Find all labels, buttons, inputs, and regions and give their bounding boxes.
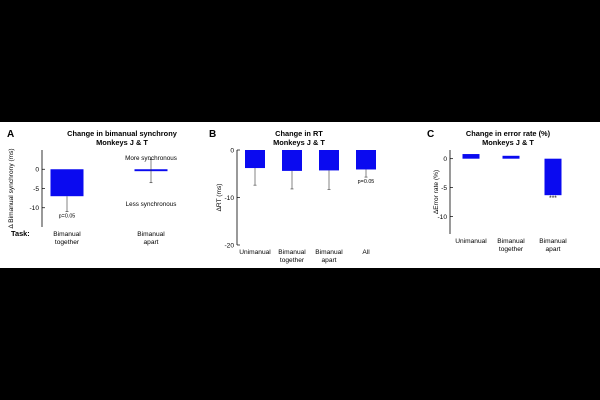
panel-a-category-label: apart [143, 239, 158, 246]
panel-b-title: Change in RT [275, 129, 323, 138]
panel-c-ytick-label: -10 [437, 214, 447, 221]
panel-a-title: Change in bimanual synchrony [67, 129, 178, 138]
panel-a-subtitle: Monkeys J & T [96, 138, 148, 147]
panel-a-bar-label: p=0.05 [59, 214, 76, 220]
panel-a-annotation: Less synchronous [126, 201, 177, 208]
panel-c-category-label: together [499, 246, 524, 253]
panel-a-bar [50, 169, 84, 197]
panel-b-letter: B [209, 129, 216, 140]
panel-b-category-label: Bimanual [315, 249, 343, 256]
panel-a-y-label: Δ Bimanual synchrony (ms) [8, 148, 15, 228]
panel-a-annotation: More synchronous [125, 155, 177, 162]
panel-b-ytick-label: -10 [224, 195, 234, 202]
panel-c-bar [502, 155, 520, 159]
panel-c-subtitle: Monkeys J & T [482, 138, 534, 147]
panel-b-y-label: ΔRT (ms) [216, 184, 223, 212]
panel-b-bar [319, 150, 339, 171]
panel-b-category-label: Bimanual [278, 249, 306, 256]
panel-b-bar-label: p=0.05 [358, 179, 375, 185]
task-label: Task: [11, 229, 30, 238]
panel-b-subtitle: Monkeys J & T [273, 138, 325, 147]
panel-c-category-label: Bimanual [497, 238, 525, 245]
panel-a-ytick-label: -10 [29, 205, 39, 212]
panel-c-bar-label: *** [549, 195, 557, 202]
panel-b-ytick-label: -20 [224, 242, 234, 249]
panel-a-category-label: Bimanual [137, 231, 165, 238]
panel-c-letter: C [427, 129, 434, 140]
panel-a-letter: A [7, 129, 14, 140]
panel-c-bar [544, 158, 562, 196]
panel-b-bar [282, 150, 302, 171]
panel-c-ytick-label: 0 [443, 156, 447, 163]
panel-c-category-label: Bimanual [539, 238, 567, 245]
panel-b-bar [356, 150, 376, 170]
panel-c-category-label: apart [545, 246, 560, 253]
panel-b-ytick-label: 0 [230, 147, 234, 154]
panel-b-bar [245, 150, 265, 169]
figure: A Change in bimanual synchrony Monkeys J &… [0, 122, 600, 268]
panel-a-ytick-label: -5 [33, 186, 39, 193]
panel-c-ytick-label: -5 [441, 185, 447, 192]
panel-c-bar [462, 154, 480, 159]
panel-a-ytick-label: 0 [35, 167, 39, 174]
panel-c-category-label: Unimanual [455, 238, 487, 245]
panel-a-category-label: Bimanual [53, 231, 81, 238]
panel-b-category-label: together [280, 257, 305, 264]
panel-c-title: Change in error rate (%) [466, 129, 551, 138]
panel-c-y-label: ΔError rate (%) [433, 170, 440, 214]
panel-b-category-label: Unimanual [239, 249, 271, 256]
panel-b-category-label: All [362, 249, 370, 256]
panel-b-category-label: apart [321, 257, 336, 264]
panel-a-category-label: together [55, 239, 80, 246]
